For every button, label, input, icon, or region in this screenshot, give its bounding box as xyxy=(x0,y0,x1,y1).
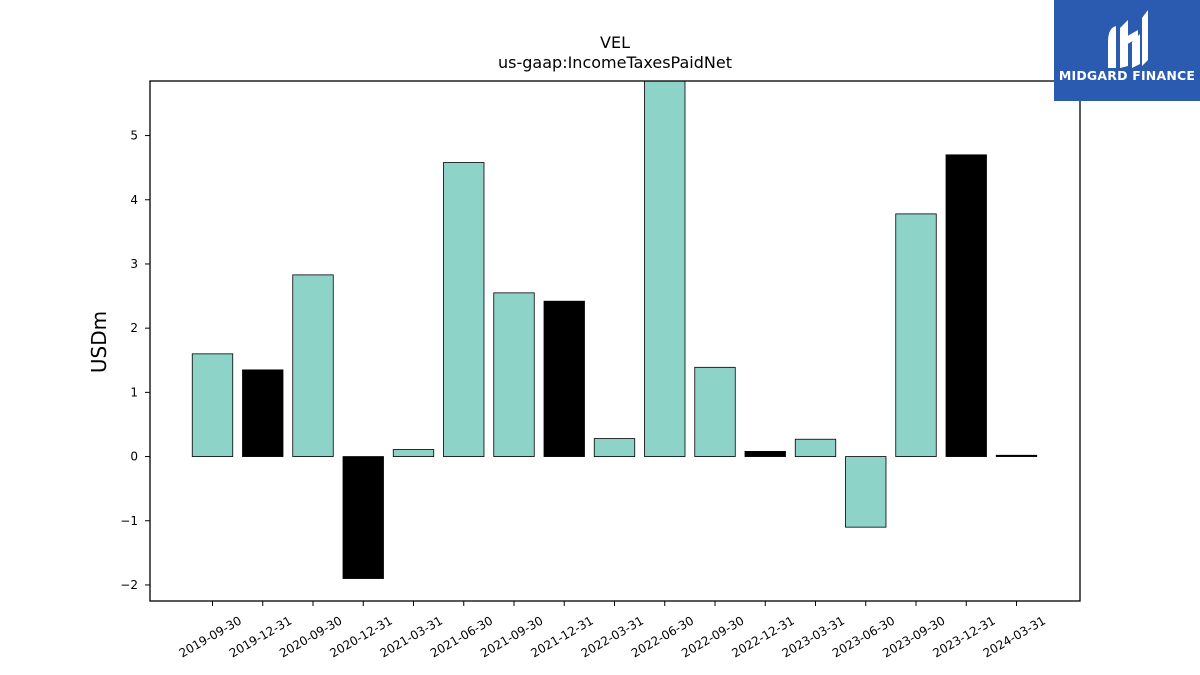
plot-frame xyxy=(149,80,1081,602)
y-tick-label: −2 xyxy=(120,578,138,592)
y-axis: −2 −1 0 1 2 3 4 5 xyxy=(120,129,150,592)
y-axis-label: USDm xyxy=(87,311,111,373)
bar-2021-12-31 xyxy=(543,300,585,457)
bar-2022-09-30 xyxy=(694,366,736,457)
x-axis: 2019-09-302019-12-312020-09-302020-12-31… xyxy=(177,601,1048,660)
y-tick-label: 5 xyxy=(130,129,138,143)
bar-2023-03-31 xyxy=(794,438,837,457)
y-tick-label: 3 xyxy=(130,257,138,271)
bar-2023-06-30 xyxy=(845,456,887,528)
bar-2023-09-30 xyxy=(895,213,937,457)
bars-group xyxy=(191,81,1038,579)
bar-2020-12-31 xyxy=(342,456,384,579)
y-tick-label: 0 xyxy=(130,450,138,464)
chart-title: VEL xyxy=(600,33,630,52)
bar-2023-12-31 xyxy=(945,154,987,457)
bar-2022-12-31 xyxy=(744,451,786,457)
bar-2020-09-30 xyxy=(292,274,334,457)
logo-text: MIDGARD FINANCE xyxy=(1058,68,1196,83)
y-tick-label: −1 xyxy=(120,514,138,528)
y-tick-label: 4 xyxy=(130,193,138,207)
bar-2021-09-30 xyxy=(493,292,535,457)
bar-2019-12-31 xyxy=(242,369,284,457)
logo-mark-icon xyxy=(1108,10,1148,68)
bar-2024-03-31 xyxy=(995,454,1038,457)
bar-2019-09-30 xyxy=(191,353,234,457)
bar-2022-06-30 xyxy=(644,81,686,457)
bar-2022-03-31 xyxy=(593,438,636,457)
chart-subtitle: us-gaap:IncomeTaxesPaidNet xyxy=(498,53,732,72)
bar-2021-03-31 xyxy=(392,449,435,457)
bar-2021-06-30 xyxy=(443,162,485,457)
y-tick-label: 1 xyxy=(130,385,138,399)
y-tick-label: 2 xyxy=(130,321,138,335)
midgard-finance-logo: MIDGARD FINANCE xyxy=(1054,0,1200,101)
